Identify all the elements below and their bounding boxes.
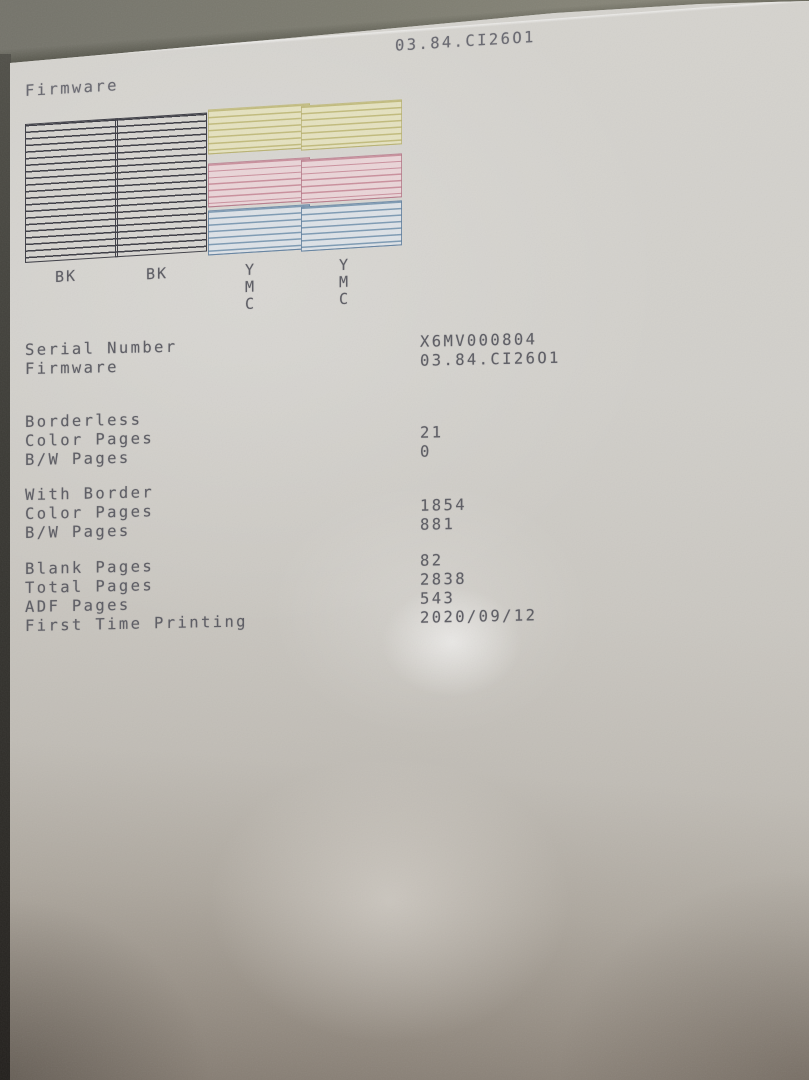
printer-info-area: Serial Number X6MV000804 Firmware 03.84.… (10, 1, 620, 701)
info-value: 1854 (420, 495, 467, 515)
info-label: ADF Pages (25, 595, 131, 616)
info-value: 881 (420, 514, 456, 534)
info-value: 03.84.CI26O1 (420, 348, 561, 370)
info-label: Borderless (25, 410, 143, 431)
section-serial-firmware: Serial Number X6MV000804 Firmware 03.84.… (25, 329, 585, 379)
section-borderless: Borderless Color Pages 21 B/W Pages 0 (25, 401, 585, 469)
section-with-border: With Border Color Pages 1854 B/W Pages 8… (25, 474, 585, 542)
info-label: Color Pages (25, 502, 155, 523)
info-label: Firmware (25, 357, 119, 378)
info-label: B/W Pages (25, 448, 131, 469)
info-value: 82 (420, 551, 444, 570)
section-page-counters: Blank Pages 82 Total Pages 2838 ADF Page… (25, 548, 585, 635)
info-value: 543 (420, 588, 456, 608)
info-label: Total Pages (25, 576, 155, 597)
info-value: X6MV000804 (420, 330, 538, 351)
info-value: 2020/09/12 (420, 605, 538, 627)
table-edge-dark-strip (0, 54, 11, 1080)
info-label: Color Pages (25, 429, 155, 450)
info-value: 2838 (420, 569, 467, 589)
info-label: With Border (25, 483, 155, 504)
info-label: B/W Pages (25, 521, 131, 542)
info-label: Blank Pages (25, 557, 155, 578)
info-label: First Time Printing (25, 612, 248, 635)
info-value: 21 (420, 423, 444, 442)
info-value: 0 (420, 442, 432, 461)
info-label: Serial Number (25, 337, 178, 359)
